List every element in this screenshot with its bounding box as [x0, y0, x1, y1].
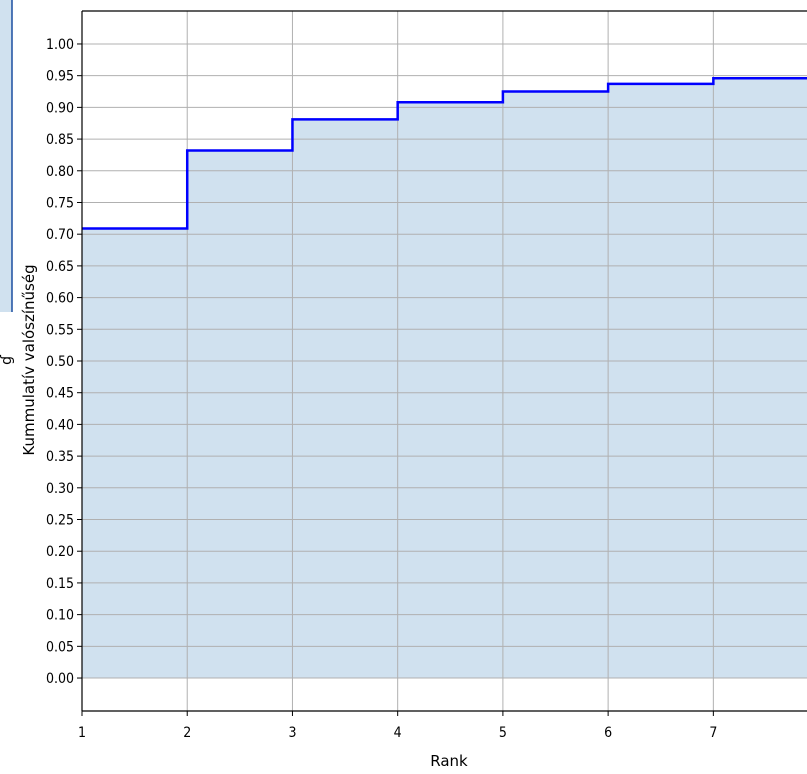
y-tick-label: 0.65: [46, 259, 74, 275]
x-tick-label: 5: [499, 725, 507, 741]
y-tick-label: 0.20: [46, 544, 74, 560]
y-tick-label: 0.30: [46, 481, 74, 497]
y-tick-label: 0.85: [46, 132, 74, 148]
x-tick-label: 7: [709, 725, 717, 741]
x-tick-label: 3: [288, 725, 296, 741]
y-tick-label: 1.00: [46, 37, 74, 53]
series-step-line: [82, 76, 807, 230]
y-tick-label: 0.60: [46, 291, 74, 307]
y-tick-label: 0.90: [46, 100, 74, 116]
x-axis-title: Rank: [430, 752, 468, 770]
y-tick-label: 0.40: [46, 417, 74, 433]
y-tick-label: 0.70: [46, 227, 74, 243]
y-tick-label: 0.50: [46, 354, 74, 370]
neighbor-panel-fragment: ɠ: [0, 0, 15, 365]
x-tick-label: 1: [78, 725, 86, 741]
y-tick-label: 0.25: [46, 513, 74, 529]
x-tick-label: 4: [394, 725, 402, 741]
y-tick-label: 0.35: [46, 449, 74, 465]
y-tick-label: 0.05: [46, 639, 74, 655]
y-axis-title: Kummulatív valószínűség: [20, 264, 38, 455]
y-tick-label: 0.80: [46, 164, 74, 180]
y-tick-label: 0.00: [46, 671, 74, 687]
plot-area: 0.00 0.05 0.10 0.15 0.20 0.25 0.30 0.35 0.40 0.45…: [46, 10, 807, 741]
neighbor-panel-fill: [0, 0, 12, 312]
y-tick-label: 0.15: [46, 576, 74, 592]
y-tick-label: 0.45: [46, 386, 74, 402]
x-tick-label: 6: [604, 725, 612, 741]
y-tick-label: 0.75: [46, 195, 74, 211]
x-tick-label: 2: [183, 725, 191, 741]
neighbor-panel-glyph: ɠ: [0, 354, 15, 365]
area-fill: [82, 78, 807, 679]
y-tick-label: 0.10: [46, 608, 74, 624]
y-tick-label: 0.95: [46, 69, 74, 85]
y-tick-label: 0.55: [46, 322, 74, 338]
